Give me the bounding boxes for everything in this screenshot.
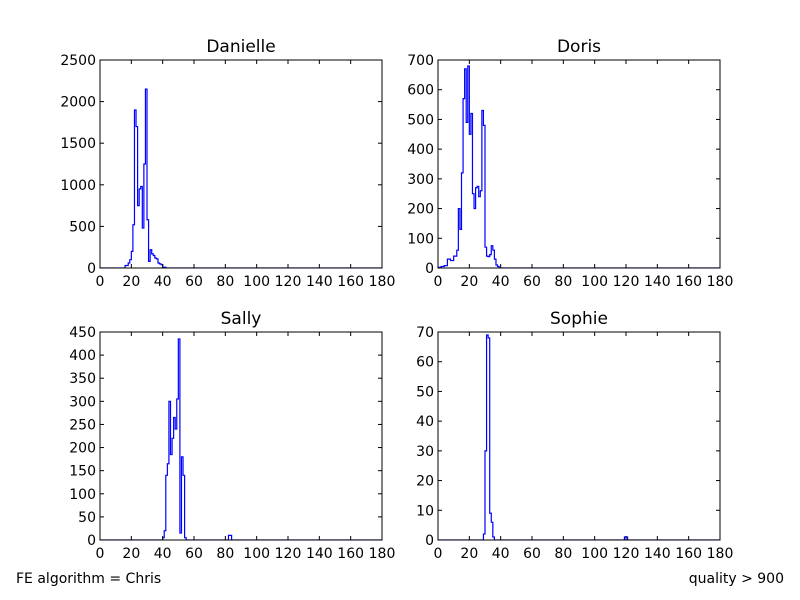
x-tick-label: 140 — [306, 274, 333, 290]
x-tick-label: 80 — [216, 546, 234, 562]
x-tick-label: 40 — [154, 546, 172, 562]
series-line-sophie — [438, 334, 720, 540]
subplot-title-sophie: Sophie — [550, 309, 608, 329]
y-tick-label: 30 — [416, 444, 434, 460]
axes-frame-sophie — [437, 331, 721, 541]
y-tick-label: 0 — [87, 261, 96, 277]
x-tick-label: 0 — [434, 274, 443, 290]
x-tick-label: 160 — [337, 274, 364, 290]
y-tick-label: 0 — [425, 533, 434, 549]
y-tick-label: 70 — [416, 325, 434, 341]
y-tick-label: 500 — [407, 112, 434, 128]
y-tick-label: 500 — [69, 219, 96, 235]
y-tick-label: 300 — [407, 172, 434, 188]
quality-note: quality > 900 — [688, 571, 784, 587]
x-tick-label: 120 — [275, 546, 302, 562]
y-tick-label: 150 — [69, 464, 96, 480]
x-tick-label: 100 — [581, 274, 608, 290]
subplot-doris: 0 20 40 60 80 100 120 140 160 180 0 100 200 300 400 500… — [407, 37, 733, 290]
subplot-title-doris: Doris — [557, 37, 601, 57]
y-tick-label: 450 — [69, 325, 96, 341]
x-tick-label: 80 — [216, 274, 234, 290]
y-tick-label: 600 — [407, 83, 434, 99]
series-line-doris — [438, 65, 720, 268]
y-tick-label: 300 — [69, 394, 96, 410]
y-tick-label: 20 — [416, 474, 434, 490]
subplot-sophie: 0 20 40 60 80 100 120 140 160 180 0 10 20 30 40 50 60 70 S… — [416, 309, 733, 562]
y-tick-label: 700 — [407, 53, 434, 69]
y-tick-label: 0 — [87, 533, 96, 549]
x-tick-label: 100 — [243, 274, 270, 290]
y-tick-label: 100 — [407, 231, 434, 247]
x-tick-label: 120 — [613, 274, 640, 290]
y-tick-label: 100 — [69, 487, 96, 503]
x-tick-label: 0 — [96, 274, 105, 290]
y-tick-label: 40 — [416, 414, 434, 430]
subplot-sally: 0 20 40 60 80 100 120 140 160 180 0 50 100 150 200 250 3… — [69, 309, 395, 562]
x-tick-label: 0 — [434, 546, 443, 562]
x-tick-label: 40 — [492, 546, 510, 562]
x-tick-label: 180 — [369, 274, 396, 290]
x-tick-label: 80 — [554, 274, 572, 290]
x-tick-label: 160 — [337, 546, 364, 562]
y-tick-label: 1000 — [60, 178, 96, 194]
y-tick-label: 400 — [407, 142, 434, 158]
x-tick-label: 160 — [675, 274, 702, 290]
series-line-sally — [100, 338, 382, 540]
x-tick-label: 20 — [460, 274, 478, 290]
x-tick-label: 20 — [460, 546, 478, 562]
y-tick-label: 2000 — [60, 95, 96, 111]
axes-frame-danielle — [99, 59, 383, 269]
fe-algorithm-note: FE algorithm = Chris — [16, 571, 162, 587]
subplot-title-sally: Sally — [221, 309, 262, 329]
x-tick-label: 140 — [306, 546, 333, 562]
y-tick-label: 10 — [416, 503, 434, 519]
x-tick-label: 140 — [644, 546, 671, 562]
y-tick-label: 200 — [69, 441, 96, 457]
x-tick-label: 60 — [523, 274, 541, 290]
y-tick-label: 50 — [78, 510, 96, 526]
x-tick-label: 140 — [644, 274, 671, 290]
x-tick-label: 180 — [707, 546, 734, 562]
x-tick-label: 120 — [275, 274, 302, 290]
axes-frame-doris — [437, 59, 721, 269]
y-tick-label: 200 — [407, 202, 434, 218]
x-tick-label: 0 — [96, 546, 105, 562]
x-tick-label: 100 — [243, 546, 270, 562]
x-tick-label: 20 — [122, 274, 140, 290]
y-tick-label: 60 — [416, 355, 434, 371]
y-tick-label: 250 — [69, 417, 96, 433]
x-tick-label: 40 — [154, 274, 172, 290]
y-tick-label: 2500 — [60, 53, 96, 69]
y-tick-label: 350 — [69, 371, 96, 387]
y-tick-label: 50 — [416, 384, 434, 400]
axes-frame-sally — [99, 331, 383, 541]
x-tick-label: 60 — [185, 546, 203, 562]
subplot-danielle: 0 20 40 60 80 100 120 140 160 180 0 500 1000 1500 2000… — [60, 37, 395, 290]
subplot-title-danielle: Danielle — [206, 37, 275, 57]
x-tick-label: 180 — [369, 546, 396, 562]
y-tick-label: 0 — [425, 261, 434, 277]
x-tick-label: 120 — [613, 546, 640, 562]
x-tick-label: 100 — [581, 546, 608, 562]
x-tick-label: 40 — [492, 274, 510, 290]
series-line-danielle — [100, 88, 382, 268]
y-tick-label: 1500 — [60, 136, 96, 152]
x-tick-label: 60 — [523, 546, 541, 562]
x-tick-label: 80 — [554, 546, 572, 562]
x-tick-label: 180 — [707, 274, 734, 290]
y-tick-label: 400 — [69, 348, 96, 364]
x-tick-label: 60 — [185, 274, 203, 290]
subplot-grid: 0 20 40 60 80 100 120 140 160 1800500100015002000… — [60, 37, 733, 562]
x-tick-label: 160 — [675, 546, 702, 562]
x-tick-label: 20 — [122, 546, 140, 562]
